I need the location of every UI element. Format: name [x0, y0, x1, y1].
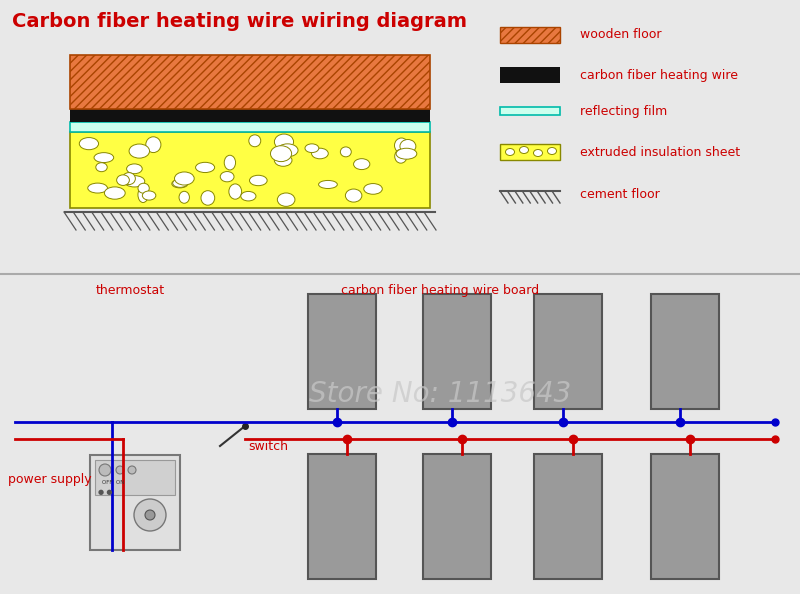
Ellipse shape	[173, 179, 188, 187]
Ellipse shape	[364, 184, 382, 194]
Ellipse shape	[394, 138, 408, 153]
Ellipse shape	[179, 191, 190, 203]
Bar	[70, 132, 430, 208]
Bar	[651, 294, 719, 409]
Ellipse shape	[305, 144, 319, 153]
Ellipse shape	[105, 187, 125, 199]
Text: extruded insulation sheet: extruded insulation sheet	[580, 146, 740, 159]
Ellipse shape	[249, 135, 261, 147]
Ellipse shape	[229, 184, 242, 199]
Ellipse shape	[174, 172, 194, 185]
Bar	[500, 27, 560, 43]
Text: thermostat: thermostat	[95, 284, 165, 297]
Ellipse shape	[250, 175, 267, 186]
Ellipse shape	[138, 183, 150, 193]
Ellipse shape	[79, 138, 98, 150]
Ellipse shape	[274, 154, 292, 166]
Ellipse shape	[547, 147, 557, 154]
Text: reflecting film: reflecting film	[580, 106, 667, 118]
Ellipse shape	[142, 191, 156, 200]
Ellipse shape	[396, 148, 417, 159]
Ellipse shape	[117, 175, 130, 185]
Text: power supply: power supply	[8, 472, 92, 485]
Text: carbon fiber heating wire board: carbon fiber heating wire board	[341, 284, 539, 297]
Bar	[651, 454, 719, 579]
Circle shape	[134, 499, 166, 531]
Ellipse shape	[94, 153, 114, 163]
Ellipse shape	[274, 134, 294, 150]
Circle shape	[99, 464, 111, 476]
Bar	[500, 67, 560, 83]
Ellipse shape	[241, 191, 256, 201]
Bar	[534, 294, 602, 409]
Text: Carbon fiber heating wire wiring diagram: Carbon fiber heating wire wiring diagram	[12, 12, 467, 31]
Ellipse shape	[122, 173, 135, 185]
Ellipse shape	[172, 179, 188, 188]
Ellipse shape	[506, 148, 514, 156]
Ellipse shape	[354, 159, 370, 169]
Ellipse shape	[340, 147, 351, 157]
Bar	[534, 454, 602, 579]
Ellipse shape	[201, 191, 214, 205]
Ellipse shape	[278, 193, 295, 206]
Ellipse shape	[124, 176, 145, 187]
Ellipse shape	[519, 147, 529, 153]
Text: switch: switch	[248, 440, 288, 453]
Ellipse shape	[129, 144, 150, 158]
Ellipse shape	[224, 155, 235, 170]
Circle shape	[116, 466, 124, 474]
Ellipse shape	[96, 163, 107, 172]
Bar	[90, 455, 180, 550]
Bar	[500, 107, 560, 115]
Bar	[70, 55, 430, 109]
Ellipse shape	[346, 189, 362, 202]
Text: OFF  ON: OFF ON	[102, 479, 124, 485]
Ellipse shape	[400, 140, 416, 153]
Bar	[70, 122, 430, 132]
Ellipse shape	[126, 164, 142, 173]
Bar	[70, 109, 430, 122]
Text: carbon fiber heating wire: carbon fiber heating wire	[580, 68, 738, 81]
Ellipse shape	[220, 172, 234, 182]
Bar	[95, 460, 175, 495]
Ellipse shape	[534, 150, 542, 156]
Text: cement floor: cement floor	[580, 188, 660, 201]
Ellipse shape	[88, 183, 107, 193]
Ellipse shape	[311, 148, 328, 159]
Bar	[423, 294, 491, 409]
Ellipse shape	[277, 144, 298, 157]
Bar	[308, 294, 376, 409]
Ellipse shape	[195, 162, 214, 172]
Text: ● ●: ● ●	[98, 489, 113, 495]
Bar	[308, 454, 376, 579]
Ellipse shape	[146, 137, 161, 153]
Ellipse shape	[138, 187, 148, 203]
Ellipse shape	[394, 149, 407, 163]
Circle shape	[145, 510, 155, 520]
Ellipse shape	[318, 181, 338, 188]
Text: wooden floor: wooden floor	[580, 29, 662, 42]
Bar	[500, 144, 560, 160]
Text: Store No: 1113643: Store No: 1113643	[309, 380, 571, 408]
Bar	[423, 454, 491, 579]
Ellipse shape	[270, 146, 292, 162]
Circle shape	[128, 466, 136, 474]
